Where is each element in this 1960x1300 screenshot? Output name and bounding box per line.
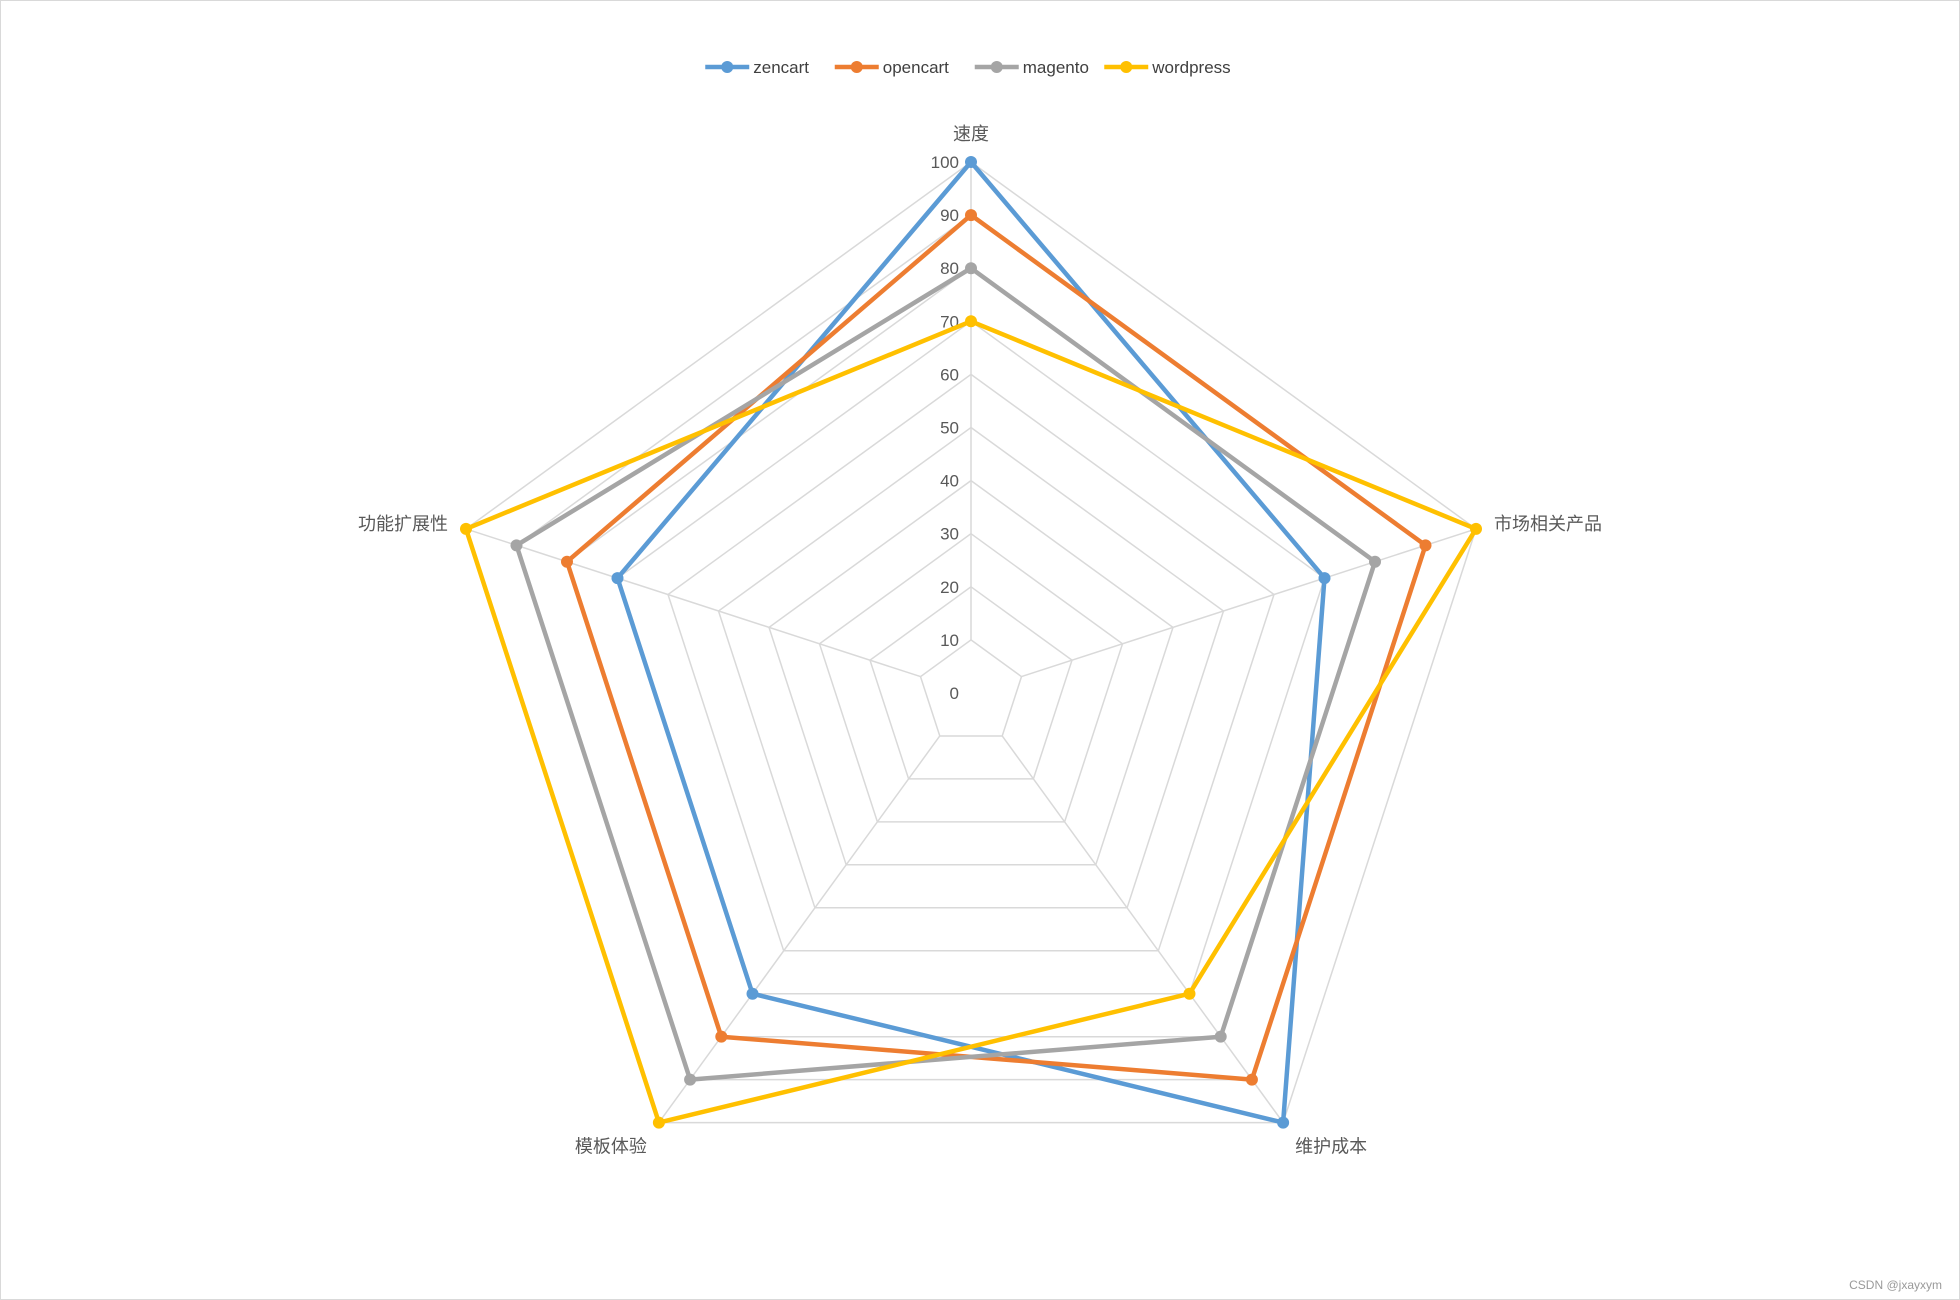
data-point: [965, 262, 977, 275]
axis-label: 市场相关产品: [1494, 514, 1602, 535]
data-point: [560, 555, 573, 568]
grid-ring-70: [616, 320, 1326, 995]
grid-ring-60: [667, 373, 1275, 952]
data-point: [459, 522, 472, 535]
series-line: [615, 159, 1327, 1125]
tick-label: 60: [940, 365, 959, 384]
axis-label: 维护成本: [1295, 1137, 1367, 1158]
series-group: [459, 156, 1483, 1129]
legend-label: opencart: [883, 58, 949, 77]
series-line: [463, 319, 1479, 1125]
grid-spoke: [1021, 528, 1477, 678]
axis-label: 速度: [953, 124, 989, 145]
data-point: [1470, 522, 1483, 535]
series-opencart: [560, 209, 1432, 1086]
data-point: [965, 209, 977, 222]
data-point: [510, 539, 523, 552]
data-point: [965, 315, 977, 328]
grid-spoke: [1001, 735, 1284, 1124]
legend-swatch-marker: [721, 61, 734, 73]
data-point: [1245, 1073, 1258, 1086]
tick-label: 30: [940, 525, 959, 544]
grid-ring-10: [919, 638, 1023, 737]
series-magento: [510, 262, 1382, 1086]
data-point: [1419, 539, 1432, 552]
grid-ring-30: [818, 532, 1124, 823]
watermark: CSDN @jxayxym: [1849, 1278, 1942, 1292]
series-wordpress: [459, 315, 1483, 1129]
data-point: [1318, 572, 1331, 585]
legend-swatch-marker: [850, 61, 863, 73]
data-point: [1369, 555, 1382, 568]
data-point: [1214, 1030, 1227, 1043]
series-zencart: [611, 156, 1331, 1129]
series-line: [564, 212, 1428, 1082]
data-point: [611, 572, 624, 585]
legend-label: wordpress: [1151, 58, 1230, 77]
data-point: [1183, 987, 1196, 1000]
data-point: [746, 987, 759, 1000]
radar-grid: [465, 161, 1477, 1124]
axis-label: 模板体验: [575, 1137, 647, 1158]
legend-item[interactable]: zencart: [705, 58, 809, 77]
tick-label: 50: [940, 419, 959, 438]
legend-swatch-marker: [1120, 61, 1133, 73]
data-point: [684, 1073, 697, 1086]
legend-item[interactable]: magento: [974, 58, 1089, 77]
tick-label: 100: [931, 153, 959, 172]
grid-ring-50: [717, 426, 1225, 909]
data-point: [965, 156, 977, 168]
legend-item[interactable]: wordpress: [1104, 58, 1231, 77]
grid-ring-20: [869, 585, 1073, 780]
tick-label: 80: [940, 259, 959, 278]
legend-swatch-marker: [990, 61, 1003, 73]
legend-item[interactable]: opencart: [834, 58, 949, 77]
grid-spoke: [658, 735, 941, 1124]
data-point: [1277, 1116, 1290, 1129]
grid-ring-100: [465, 161, 1477, 1124]
tick-label: 10: [940, 631, 959, 650]
series-line: [514, 265, 1378, 1082]
data-point: [652, 1116, 665, 1129]
tick-label: 90: [940, 206, 959, 225]
tick-label: 20: [940, 578, 959, 597]
data-point: [715, 1030, 728, 1043]
legend: zencart opencart magento wordpress: [705, 58, 1231, 77]
axis-label: 功能扩展性: [358, 514, 448, 535]
tick-label: 40: [940, 472, 959, 491]
legend-label: zencart: [753, 58, 809, 77]
tick-label: 0: [950, 684, 959, 703]
grid-spoke: [465, 528, 921, 678]
legend-label: magento: [1023, 58, 1089, 77]
grid-ring-40: [768, 479, 1174, 866]
